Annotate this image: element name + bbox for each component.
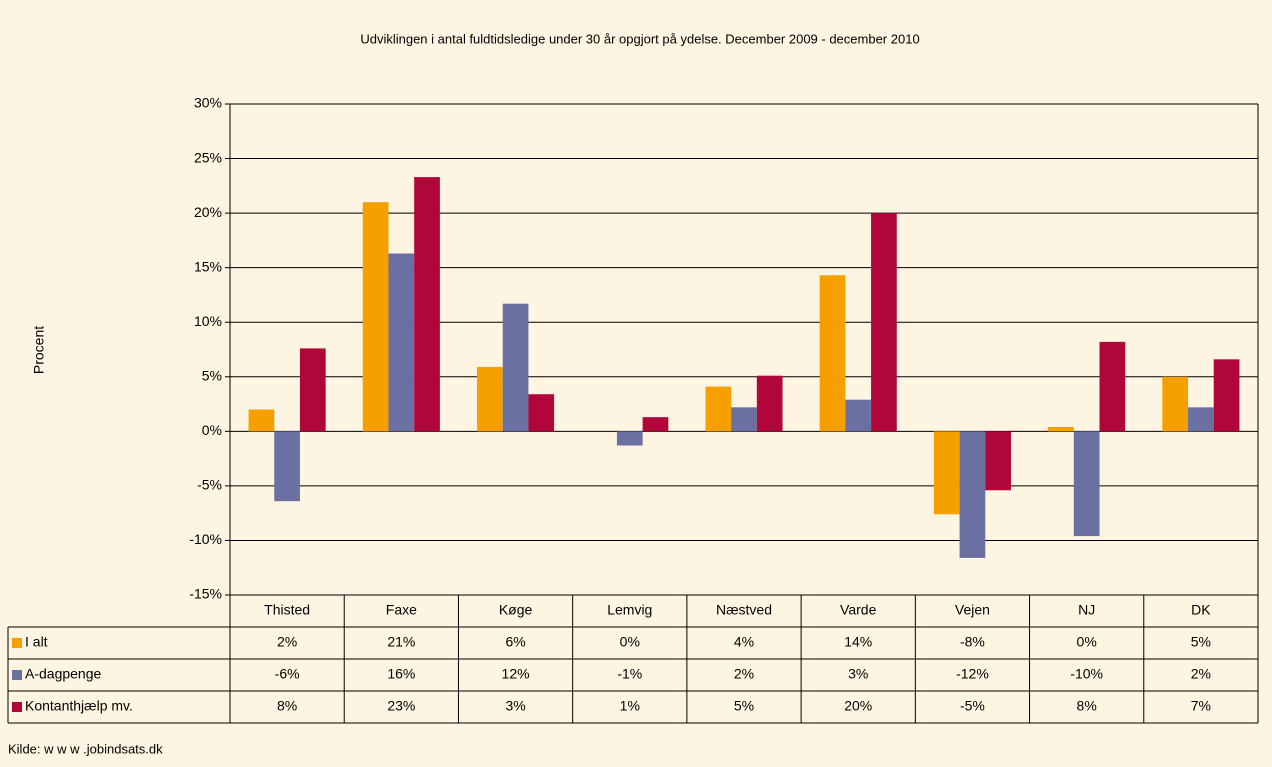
bar — [1162, 376, 1189, 432]
value-label: 2% — [734, 666, 754, 682]
source-note: Kilde: w w w .jobindsats.dk — [8, 741, 163, 756]
y-tick-label: -5% — [197, 477, 222, 493]
bar — [502, 303, 529, 432]
value-label: 16% — [387, 666, 415, 682]
y-tick-label: 25% — [194, 149, 222, 165]
value-label: 0% — [620, 634, 640, 650]
bar — [248, 409, 275, 432]
bar — [1188, 407, 1214, 432]
bar — [756, 375, 783, 432]
value-label: 8% — [1077, 698, 1097, 714]
bar — [1048, 426, 1074, 432]
y-tick-label: 5% — [202, 367, 222, 383]
bar — [477, 366, 503, 432]
value-label: 20% — [844, 698, 872, 714]
value-label: 7% — [1191, 698, 1211, 714]
bar — [362, 202, 389, 432]
value-label: 14% — [844, 634, 872, 650]
x-tick-label: Køge — [499, 602, 533, 618]
value-label: -5% — [960, 698, 985, 714]
bar — [388, 253, 415, 432]
bar — [959, 431, 986, 558]
bar — [274, 431, 300, 502]
bar — [528, 394, 555, 432]
value-label: 3% — [505, 698, 525, 714]
legend-label: I alt — [25, 634, 48, 650]
value-label: 4% — [734, 634, 754, 650]
value-label: 3% — [848, 666, 868, 682]
value-label: -8% — [960, 634, 985, 650]
bar — [871, 213, 897, 432]
value-label: 23% — [387, 698, 415, 714]
bar — [299, 348, 326, 432]
bar — [1073, 431, 1100, 537]
x-tick-label: Thisted — [264, 602, 310, 618]
value-label: 0% — [1077, 634, 1097, 650]
bar — [414, 177, 440, 432]
value-label: -10% — [1070, 666, 1103, 682]
bar — [985, 431, 1011, 491]
legend-label: Kontanthjælp mv. — [25, 698, 133, 714]
legend-swatch — [12, 638, 22, 648]
bar — [819, 275, 846, 432]
bar — [642, 417, 669, 432]
bar — [1213, 359, 1240, 432]
legend-swatch — [12, 702, 22, 712]
y-tick-label: 20% — [194, 204, 222, 220]
x-tick-label: Vejen — [955, 602, 990, 618]
bar — [1099, 341, 1126, 432]
value-label: -1% — [617, 666, 642, 682]
x-tick-label: Lemvig — [607, 602, 652, 618]
y-tick-label: 10% — [194, 313, 222, 329]
value-label: 2% — [277, 634, 297, 650]
value-label: 5% — [1191, 634, 1211, 650]
x-tick-label: Faxe — [386, 602, 417, 618]
value-label: 6% — [505, 634, 525, 650]
y-tick-label: 0% — [202, 422, 222, 438]
x-tick-label: Næstved — [716, 602, 772, 618]
x-tick-label: DK — [1191, 602, 1211, 618]
y-tick-label: 30% — [194, 95, 222, 111]
value-label: 2% — [1191, 666, 1211, 682]
y-tick-label: -15% — [189, 586, 222, 602]
x-tick-label: Varde — [840, 602, 877, 618]
y-tick-label: 15% — [194, 258, 222, 274]
bar — [616, 431, 643, 446]
value-label: -12% — [956, 666, 989, 682]
value-label: 21% — [387, 634, 415, 650]
bar — [845, 399, 872, 432]
legend-label: A-dagpenge — [25, 666, 102, 682]
x-tick-label: NJ — [1078, 602, 1095, 618]
y-axis-label: Procent — [31, 326, 47, 374]
bar — [731, 407, 757, 432]
bar — [705, 386, 732, 432]
legend-swatch — [12, 670, 22, 680]
chart-title: Udviklingen i antal fuldtidsledige under… — [360, 31, 919, 46]
value-label: -6% — [275, 666, 300, 682]
y-tick-label: -10% — [189, 531, 222, 547]
value-label: 5% — [734, 698, 754, 714]
value-label: 12% — [502, 666, 530, 682]
value-label: 8% — [277, 698, 297, 714]
bar — [933, 431, 960, 515]
value-label: 1% — [620, 698, 640, 714]
